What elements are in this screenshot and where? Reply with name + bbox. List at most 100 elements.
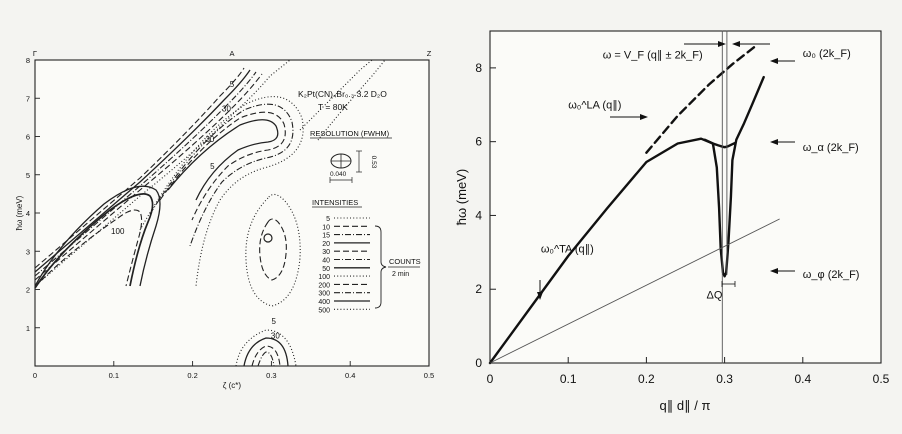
right-y-axis-label: ħω (meV) [454, 169, 469, 225]
resolution-dx-label: 0.040 [330, 171, 347, 178]
left-contour-panel: 0 0.1 0.2 0.3 0.4 0.5 1 2 3 4 5 6 7 8 Γ A Z 5 30 30 5 100 5 3… [15, 49, 434, 390]
left-x-tick-label: 0.2 [187, 371, 197, 380]
left-y-tick-label: 2 [26, 286, 30, 295]
left-top-label: Γ [33, 49, 37, 58]
contour-value-label: 5 [230, 80, 235, 89]
intensity-level-label: 500 [318, 307, 330, 314]
left-plot-frame [34, 59, 430, 367]
left-y-axis-label: ħω (meV) [15, 195, 24, 230]
contour-line [159, 111, 286, 221]
annotation-omega-vf: ω = V_F (q∥ ± 2k_F) [603, 50, 703, 62]
contour-lines [34, 59, 386, 367]
contour-value-labels: 5 30 30 5 100 5 30 [111, 80, 280, 341]
intensity-level-label: 40 [322, 258, 330, 265]
intensity-level-label: 400 [318, 299, 330, 306]
contour-line [34, 185, 161, 287]
contour-line [34, 71, 257, 277]
left-tick-labels: 0 0.1 0.2 0.3 0.4 0.5 1 2 3 4 5 6 7 8 [26, 56, 434, 380]
contour-value-label: 5 [210, 162, 215, 171]
annotation-omega-0: ω₀ (2k_F) [803, 48, 851, 60]
annotation-omega-alpha: ω_α (2k_F) [803, 142, 859, 154]
contour-line [149, 103, 294, 247]
annotation-omega-la: ω₀^LA (q∥) [568, 99, 621, 111]
left-y-tick-label: 3 [26, 247, 30, 256]
right-x-tick-label: 0.2 [638, 372, 655, 386]
intensity-level-label: 30 [322, 249, 330, 256]
left-top-label: A [229, 49, 234, 58]
intensities-title: INTENSITIES [312, 198, 358, 207]
dispersion-curves [488, 30, 780, 365]
right-y-tick-label: 4 [475, 208, 482, 222]
intensity-level-label: 100 [318, 274, 330, 281]
right-x-axis-label: q∥ d∥ / π [660, 398, 711, 413]
contour-peak-marker [263, 233, 273, 243]
intensity-level-label: 300 [318, 291, 330, 298]
sample-label: K₂Pt(CN)₄Br₀.₃ 3.2 D₂O [298, 89, 387, 99]
contour-line [34, 73, 263, 281]
annotation-delta-q: ΔQ [706, 289, 722, 301]
intensity-level-label: 20 [322, 241, 330, 248]
right-y-tick-label: 8 [475, 61, 482, 75]
counts-unit: 2 min [392, 271, 409, 278]
right-x-tick-label: 0.5 [873, 372, 890, 386]
contour-line [34, 67, 245, 269]
right-y-tick-label: 0 [475, 356, 482, 370]
contour-value-label: 30 [222, 105, 231, 114]
series-line-2 [645, 44, 758, 154]
contour-value-label: 100 [111, 227, 125, 236]
annotation-omega-ta: ω₀^TA (q∥) [541, 243, 594, 255]
left-axis-ticks [34, 59, 430, 366]
contour-line [299, 59, 373, 131]
temperature-label: T = 80K [318, 102, 348, 112]
left-x-tick-label: 0.4 [345, 371, 355, 380]
left-x-axis-label: ζ (c*) [223, 381, 242, 390]
contour-line [243, 337, 289, 367]
contour-line [34, 59, 291, 287]
right-x-tick-label: 0.4 [794, 372, 811, 386]
resolution-ellipse [329, 150, 362, 183]
intensity-level-label: 200 [318, 282, 330, 289]
right-axis-ticks [489, 67, 882, 364]
left-top-label: Z [427, 49, 432, 58]
left-y-tick-label: 6 [26, 133, 30, 142]
intensity-level-label: 50 [322, 266, 330, 273]
right-x-tick-label: 0 [487, 372, 494, 386]
left-x-tick-label: 0.1 [109, 371, 119, 380]
contour-line [167, 119, 279, 201]
contour-line [245, 193, 301, 307]
contour-value-label: 30 [271, 331, 280, 340]
contour-line [34, 209, 143, 288]
intensity-level-label: 15 [322, 233, 330, 240]
left-y-tick-label: 8 [26, 56, 30, 65]
intensity-level-label: 10 [322, 224, 330, 231]
contour-line [259, 218, 287, 281]
right-x-tick-label: 0.3 [716, 372, 733, 386]
left-x-tick-label: 0.3 [266, 371, 276, 380]
right-plot-frame [489, 30, 882, 364]
contour-line [34, 193, 154, 289]
curve-annotations: ω = V_F (q∥ ± 2k_F) ω₀^LA (q∥) ω₀^TA (q∥) ω… [541, 48, 860, 302]
contour-line [139, 96, 304, 287]
left-y-tick-label: 4 [26, 209, 30, 218]
counts-label: COUNTS [389, 257, 421, 266]
right-y-tick-label: 6 [475, 135, 482, 149]
resolution-dy-label: 0.53 [370, 156, 377, 169]
contour-value-label: 5 [272, 317, 277, 326]
right-tick-labels: 0 0.1 0.2 0.3 0.4 0.5 0 2 4 6 8 [475, 61, 889, 386]
legend-brace [374, 225, 387, 309]
contour-line [257, 351, 275, 367]
intensity-level-label: 5 [326, 216, 330, 223]
left-y-tick-label: 1 [26, 324, 30, 333]
annotation-arrows [537, 41, 795, 300]
right-x-tick-label: 0.1 [560, 372, 577, 386]
annotation-omega-phi: ω_φ (2k_F) [803, 269, 860, 281]
contour-value-label: 30 [205, 135, 214, 144]
right-y-tick-label: 2 [475, 282, 482, 296]
contour-line [34, 69, 251, 273]
left-y-tick-label: 5 [26, 171, 30, 180]
series-line-3 [489, 218, 780, 364]
